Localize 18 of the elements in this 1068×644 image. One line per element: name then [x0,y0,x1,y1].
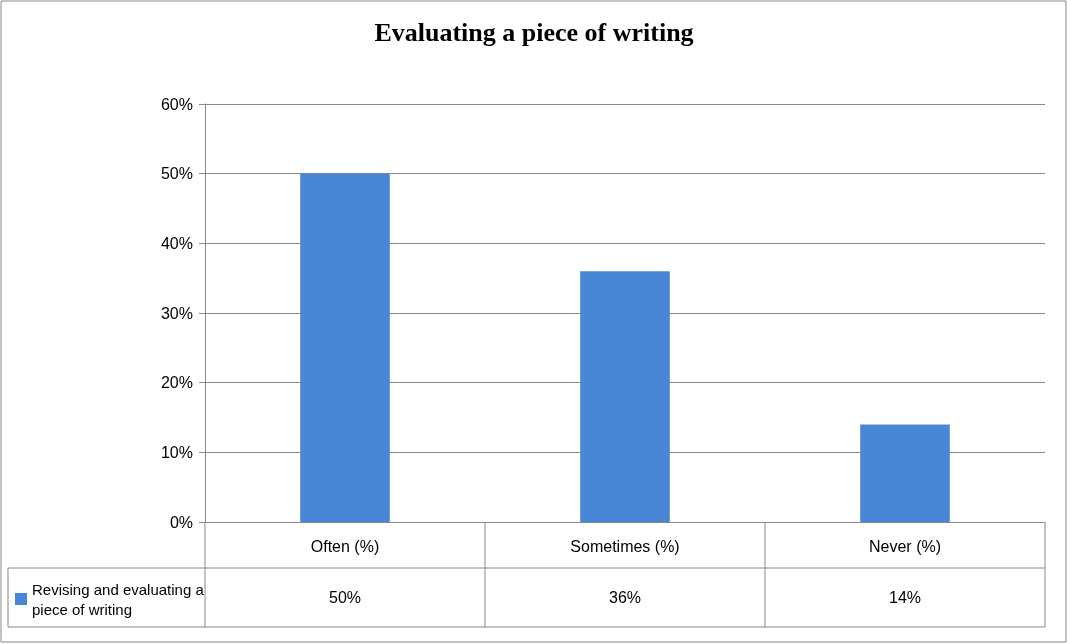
bar [860,424,950,522]
y-tick-label: 20% [160,374,193,392]
y-tick-label: 0% [169,513,193,531]
bar [300,173,390,522]
chart-title: Evaluating a piece of writing [374,17,694,47]
data-label: 50% [328,589,362,606]
y-tick-label: 40% [160,234,193,252]
bar [580,271,670,522]
x-tick-label: Never (%) [868,537,942,555]
x-tick-label: Sometimes (%) [570,537,680,555]
y-tick-label: 60% [160,95,193,113]
legend-label: Revising and evaluating a piece of writing [32,580,208,618]
x-tick-label: Often (%) [310,537,380,555]
data-label: 36% [608,589,642,606]
y-tick-label: 10% [160,443,193,461]
y-tick-label: 50% [160,165,193,183]
data-label: 14% [888,589,922,606]
y-tick-label: 30% [160,304,193,322]
